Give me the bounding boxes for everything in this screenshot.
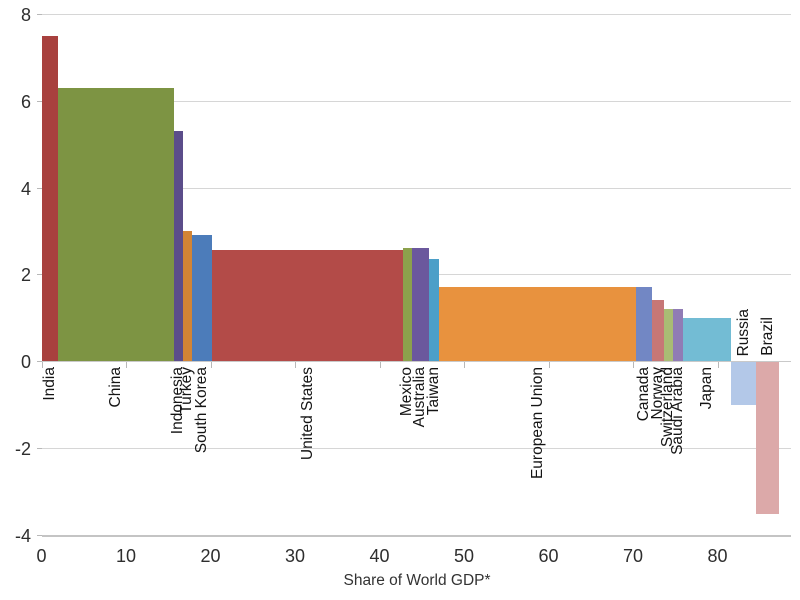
y-tick-mark [36,14,42,15]
x-tick-label: 0 [36,546,47,566]
bar-label-text: Russia [734,308,752,356]
bar-label-text: India [40,367,58,401]
x-tick-mark [41,362,43,368]
bar-brazil [756,362,780,514]
gridline-y6 [41,100,791,102]
y-tick-mark [36,361,42,362]
bar-taiwan [428,259,440,361]
bar-label-text: European Union [528,367,546,480]
bar-russia [731,362,757,406]
x-tick-mark [379,362,381,368]
x-tick-label: 40 [369,546,390,566]
y-tick-label: 0 [20,352,31,372]
bar-india [41,35,59,361]
y-tick-label: -4 [14,525,31,546]
bar-label-united-states: United States [298,367,316,461]
x-tick-label: 70 [622,546,644,566]
x-axis-title: Share of World GDP* [343,572,491,589]
x-tick-mark [633,362,634,368]
x-tick-mark [126,362,127,368]
bar-label-south-korea: South Korea [192,367,210,454]
y-tick-mark [36,534,42,536]
bar-australia [411,248,429,361]
bar-label-text: Brazil [758,317,776,356]
bar-label-taiwan: Taiwan [424,367,442,416]
y-tick-label: 8 [20,5,31,25]
x-tick-mark [295,362,296,368]
bar-label-text: Taiwan [424,367,442,416]
bar-label-text: Saudi Arabia [668,367,686,455]
bar-turkey [182,230,192,361]
bar-label-text: South Korea [192,367,210,454]
gridline-y4 [41,187,791,189]
bar-label-text: Japan [697,367,715,410]
bar-label-russia: Russia [734,308,752,356]
gridline-y8 [41,14,791,15]
bar-south-korea [191,235,213,361]
y-tick-mark [36,100,42,102]
bar-indonesia [174,131,183,361]
gridline-y-2 [41,447,791,449]
y-tick-mark [36,187,42,189]
x-tick-mark [464,362,465,368]
bar-european-union [439,287,636,361]
x-tick-label: 20 [200,546,221,566]
x-tick-label: 30 [284,546,306,566]
x-tick-label: 10 [115,546,137,566]
x-tick-label: 50 [453,546,475,566]
x-tick-mark [717,362,719,368]
x-tick-mark [210,362,212,368]
gridline-y-4 [41,534,791,537]
bar-united-states [212,250,404,361]
bar-label-text: China [107,367,125,408]
bar-label-text: United States [298,367,316,461]
bar-label-brazil: Brazil [758,317,776,356]
bar-label-japan: Japan [697,367,715,410]
bar-label-india: India [40,367,58,401]
y-tick-label: 4 [20,178,31,199]
bar-label-saudi-arabia: Saudi Arabia [668,367,686,455]
bar-china [58,87,175,361]
bar-saudi-arabia [672,308,683,361]
y-tick-label: 2 [20,265,31,286]
bar-switzerland [664,308,673,361]
y-tick-label: 6 [20,91,31,112]
bar-norway [652,300,665,361]
bar-label-china: China [107,367,125,408]
bar-japan [682,317,731,361]
x-tick-label: 60 [538,546,559,566]
x-tick-mark [548,362,550,368]
zero-axis-line [41,361,791,362]
x-tick-label: 80 [707,546,728,566]
y-tick-mark [36,274,42,276]
y-tick-label: -2 [14,438,31,459]
y-tick-mark [36,447,42,449]
bar-canada [635,287,653,361]
bar-mexico [403,248,412,361]
bar-label-european-union: European Union [528,367,546,480]
